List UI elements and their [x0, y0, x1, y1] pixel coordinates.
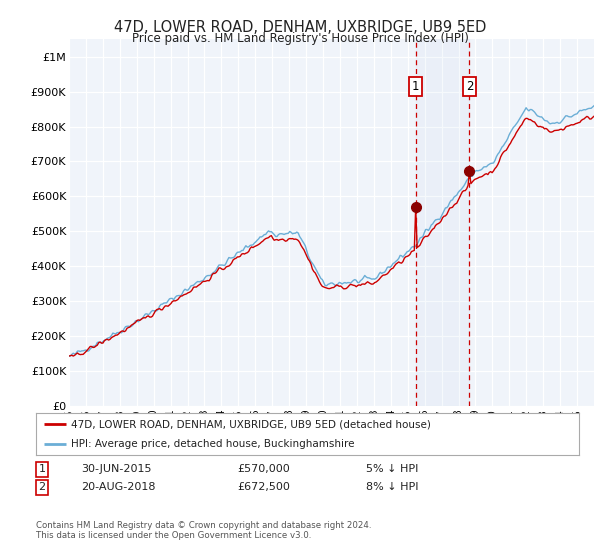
Text: HPI: Average price, detached house, Buckinghamshire: HPI: Average price, detached house, Buck… [71, 439, 355, 449]
Text: 2: 2 [38, 482, 46, 492]
Text: 20-AUG-2018: 20-AUG-2018 [81, 482, 155, 492]
Text: 2: 2 [466, 81, 473, 94]
Text: 1: 1 [38, 464, 46, 474]
Text: 5% ↓ HPI: 5% ↓ HPI [366, 464, 418, 474]
Text: 47D, LOWER ROAD, DENHAM, UXBRIDGE, UB9 5ED: 47D, LOWER ROAD, DENHAM, UXBRIDGE, UB9 5… [114, 20, 486, 35]
Bar [416, 39, 469, 406]
Text: £570,000: £570,000 [237, 464, 290, 474]
Text: Price paid vs. HM Land Registry's House Price Index (HPI): Price paid vs. HM Land Registry's House … [131, 32, 469, 45]
Text: 30-JUN-2015: 30-JUN-2015 [81, 464, 151, 474]
Text: 47D, LOWER ROAD, DENHAM, UXBRIDGE, UB9 5ED (detached house): 47D, LOWER ROAD, DENHAM, UXBRIDGE, UB9 5… [71, 419, 431, 430]
Text: Contains HM Land Registry data © Crown copyright and database right 2024.
This d: Contains HM Land Registry data © Crown c… [36, 521, 371, 540]
Text: £672,500: £672,500 [237, 482, 290, 492]
Text: 1: 1 [412, 81, 419, 94]
Text: 8% ↓ HPI: 8% ↓ HPI [366, 482, 419, 492]
